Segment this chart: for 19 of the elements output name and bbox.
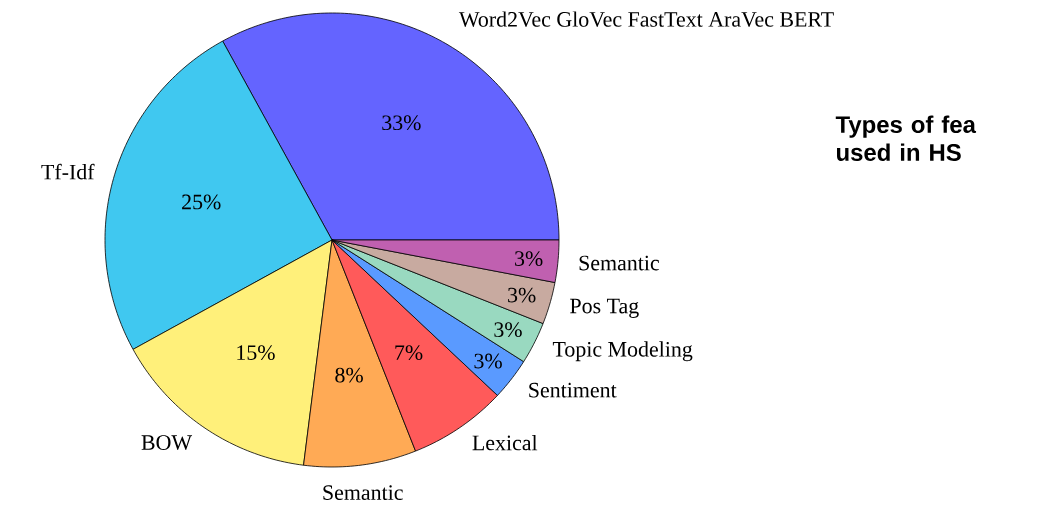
- data-label: 3%: [474, 353, 502, 369]
- data-label: 8%: [335, 367, 363, 383]
- data-label: 33%: [382, 115, 421, 131]
- slice-label: Sentiment: [529, 382, 617, 398]
- data-label: 3%: [494, 322, 522, 338]
- data-label: 25%: [182, 194, 221, 210]
- data-label: 3%: [515, 251, 543, 267]
- slice-label: Semantic: [323, 485, 403, 500]
- slice-label: Word2Vec GloVec FastText AraVec BERT: [458, 11, 834, 27]
- slice-label: Pos Tag: [570, 298, 639, 318]
- data-label: 3%: [508, 287, 536, 303]
- slice-label: Lexical: [472, 434, 538, 451]
- data-label: 15%: [237, 345, 275, 361]
- slice-label: Tf-Idf: [41, 163, 95, 180]
- slice-label: Semantic: [579, 255, 660, 271]
- text: Types of fea used in HS: [835, 115, 977, 161]
- slice-label: Topic Modeling: [552, 341, 693, 362]
- slice-label: BOW: [141, 435, 193, 451]
- data-label: 7%: [395, 345, 423, 361]
